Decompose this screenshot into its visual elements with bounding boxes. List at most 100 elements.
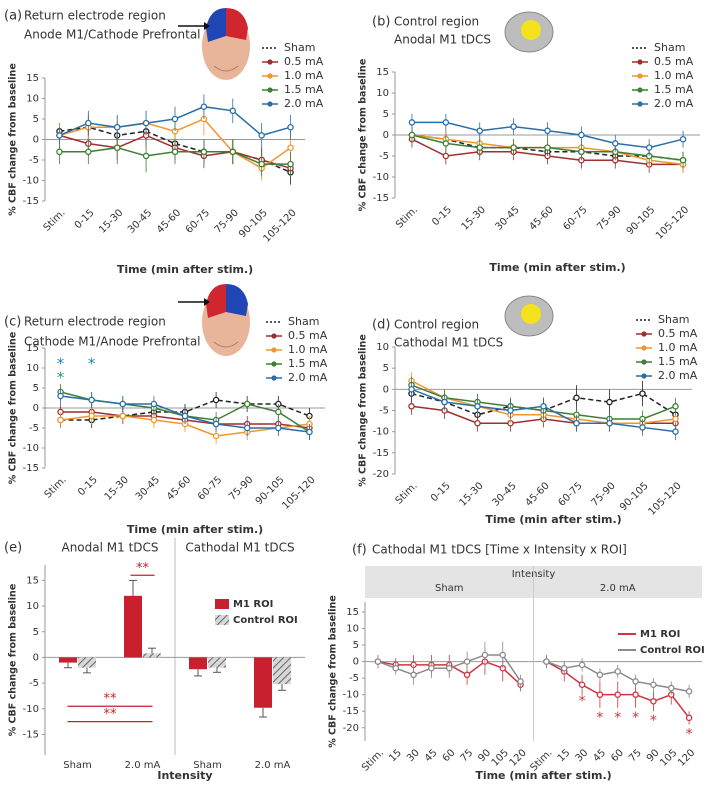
y-tick-label: 5: [383, 363, 389, 374]
y-tick-label: -5: [349, 673, 359, 684]
x-tick-label: Stim.: [394, 204, 420, 230]
legend-marker: [271, 333, 277, 339]
data-point: [606, 398, 613, 406]
data-point: [171, 148, 179, 156]
data-point: [650, 698, 657, 705]
x-tick-label: Sham: [193, 760, 222, 771]
legend-marker: [637, 59, 643, 65]
data-point: [428, 664, 435, 672]
x-tick-label: 45-60: [155, 207, 183, 235]
legend-label: Sham: [288, 315, 319, 328]
y-tick-label: -10: [373, 427, 389, 438]
head-illustration: [202, 8, 250, 80]
data-point: [463, 658, 471, 665]
data-point: [408, 131, 416, 139]
bar: [124, 595, 142, 658]
bar: [78, 657, 96, 668]
y-tick-label: -15: [343, 706, 359, 717]
data-point: [150, 400, 158, 408]
x-tick-label: 60-75: [556, 480, 584, 508]
legend-label: 1.5 mA: [658, 355, 698, 368]
data-point: [672, 428, 679, 435]
data-point: [142, 152, 150, 160]
legend-label: 1.0 mA: [288, 343, 328, 356]
data-point: [181, 412, 189, 420]
y-tick-label: -15: [373, 448, 389, 459]
legend-marker: [641, 345, 647, 351]
legend-marker: [641, 373, 647, 379]
y-tick-label: 15: [376, 67, 389, 78]
bar: [59, 657, 77, 663]
data-point: [573, 419, 580, 427]
data-point: [88, 412, 95, 420]
legend-marker: [271, 361, 277, 367]
annotation: *: [88, 355, 96, 373]
y-axis-title: % CBF change from baseline: [8, 332, 19, 485]
data-point: [374, 658, 382, 665]
x-tick-label: 15: [556, 747, 573, 764]
y-tick-label: -5: [29, 155, 39, 166]
legend-marker: [637, 87, 643, 93]
annotation: *: [614, 710, 621, 726]
data-point: [578, 681, 586, 688]
data-point: [612, 140, 619, 147]
data-point: [258, 160, 265, 168]
panel-title: Return electrode region: [24, 9, 166, 23]
data-point: [57, 392, 64, 400]
x-tick-label: Stim.: [360, 747, 386, 773]
x-tick-label: 15: [387, 747, 404, 764]
x-tick-label: 30: [405, 747, 422, 764]
legend-marker: [267, 73, 273, 79]
x-axis-title: Time (min after stim.): [485, 513, 621, 526]
y-tick-label: 0: [383, 384, 389, 395]
panel-label: (d): [372, 318, 390, 333]
x-tick-label: 90-105: [618, 480, 651, 513]
x-tick-label: 45: [591, 747, 608, 764]
y-tick-label: 0: [353, 657, 359, 668]
x-axis-title: Time (min after stim.): [127, 523, 263, 536]
data-point: [212, 432, 220, 440]
y-tick-label: -10: [373, 172, 389, 183]
legend-label: 0.5 mA: [658, 327, 698, 340]
x-tick-label: 60: [441, 747, 458, 764]
legend-label: 0.5 mA: [654, 55, 694, 68]
legend-label: Control ROI: [233, 615, 298, 626]
data-point: [510, 144, 517, 151]
data-point: [442, 140, 450, 147]
data-point: [229, 107, 237, 115]
data-point: [229, 148, 237, 156]
panel-label: (c): [4, 315, 21, 330]
data-point: [119, 400, 127, 408]
data-point: [287, 123, 294, 131]
x-axis-title: Time (min after stim.): [489, 261, 625, 274]
data-point: [596, 671, 604, 679]
panel-label: (f): [352, 543, 367, 558]
legend-marker: [267, 101, 273, 107]
x-tick-label: 60-75: [561, 204, 589, 232]
data-point: [632, 691, 639, 698]
x-tick-label: 120: [508, 747, 529, 768]
data-point: [200, 103, 208, 110]
data-point: [306, 428, 313, 436]
x-axis-title: Time (min after stim.): [117, 263, 253, 276]
legend-label: 0.5 mA: [284, 55, 324, 68]
legend-label: 1.5 mA: [288, 357, 328, 370]
data-point: [672, 403, 679, 410]
x-tick-label: 75-90: [227, 474, 255, 502]
y-tick-label: -10: [23, 704, 39, 715]
x-tick-label: 30-45: [126, 207, 154, 235]
data-point: [113, 123, 121, 131]
x-tick-label: 75: [627, 747, 644, 764]
legend-label: 1.0 mA: [654, 69, 694, 82]
data-point: [481, 651, 489, 659]
arrow-head: [204, 22, 210, 30]
x-tick-label: 90-105: [625, 204, 658, 237]
legend-marker: [271, 375, 277, 381]
annotation: **: [104, 692, 118, 707]
y-axis-title: % CBF change from baseline: [328, 595, 339, 748]
annotation: *: [57, 355, 65, 373]
head-illustration: [202, 284, 250, 356]
x-tick-label: 105: [658, 747, 679, 768]
annotation: *: [632, 710, 639, 726]
x-tick-label: Sham: [63, 760, 92, 771]
